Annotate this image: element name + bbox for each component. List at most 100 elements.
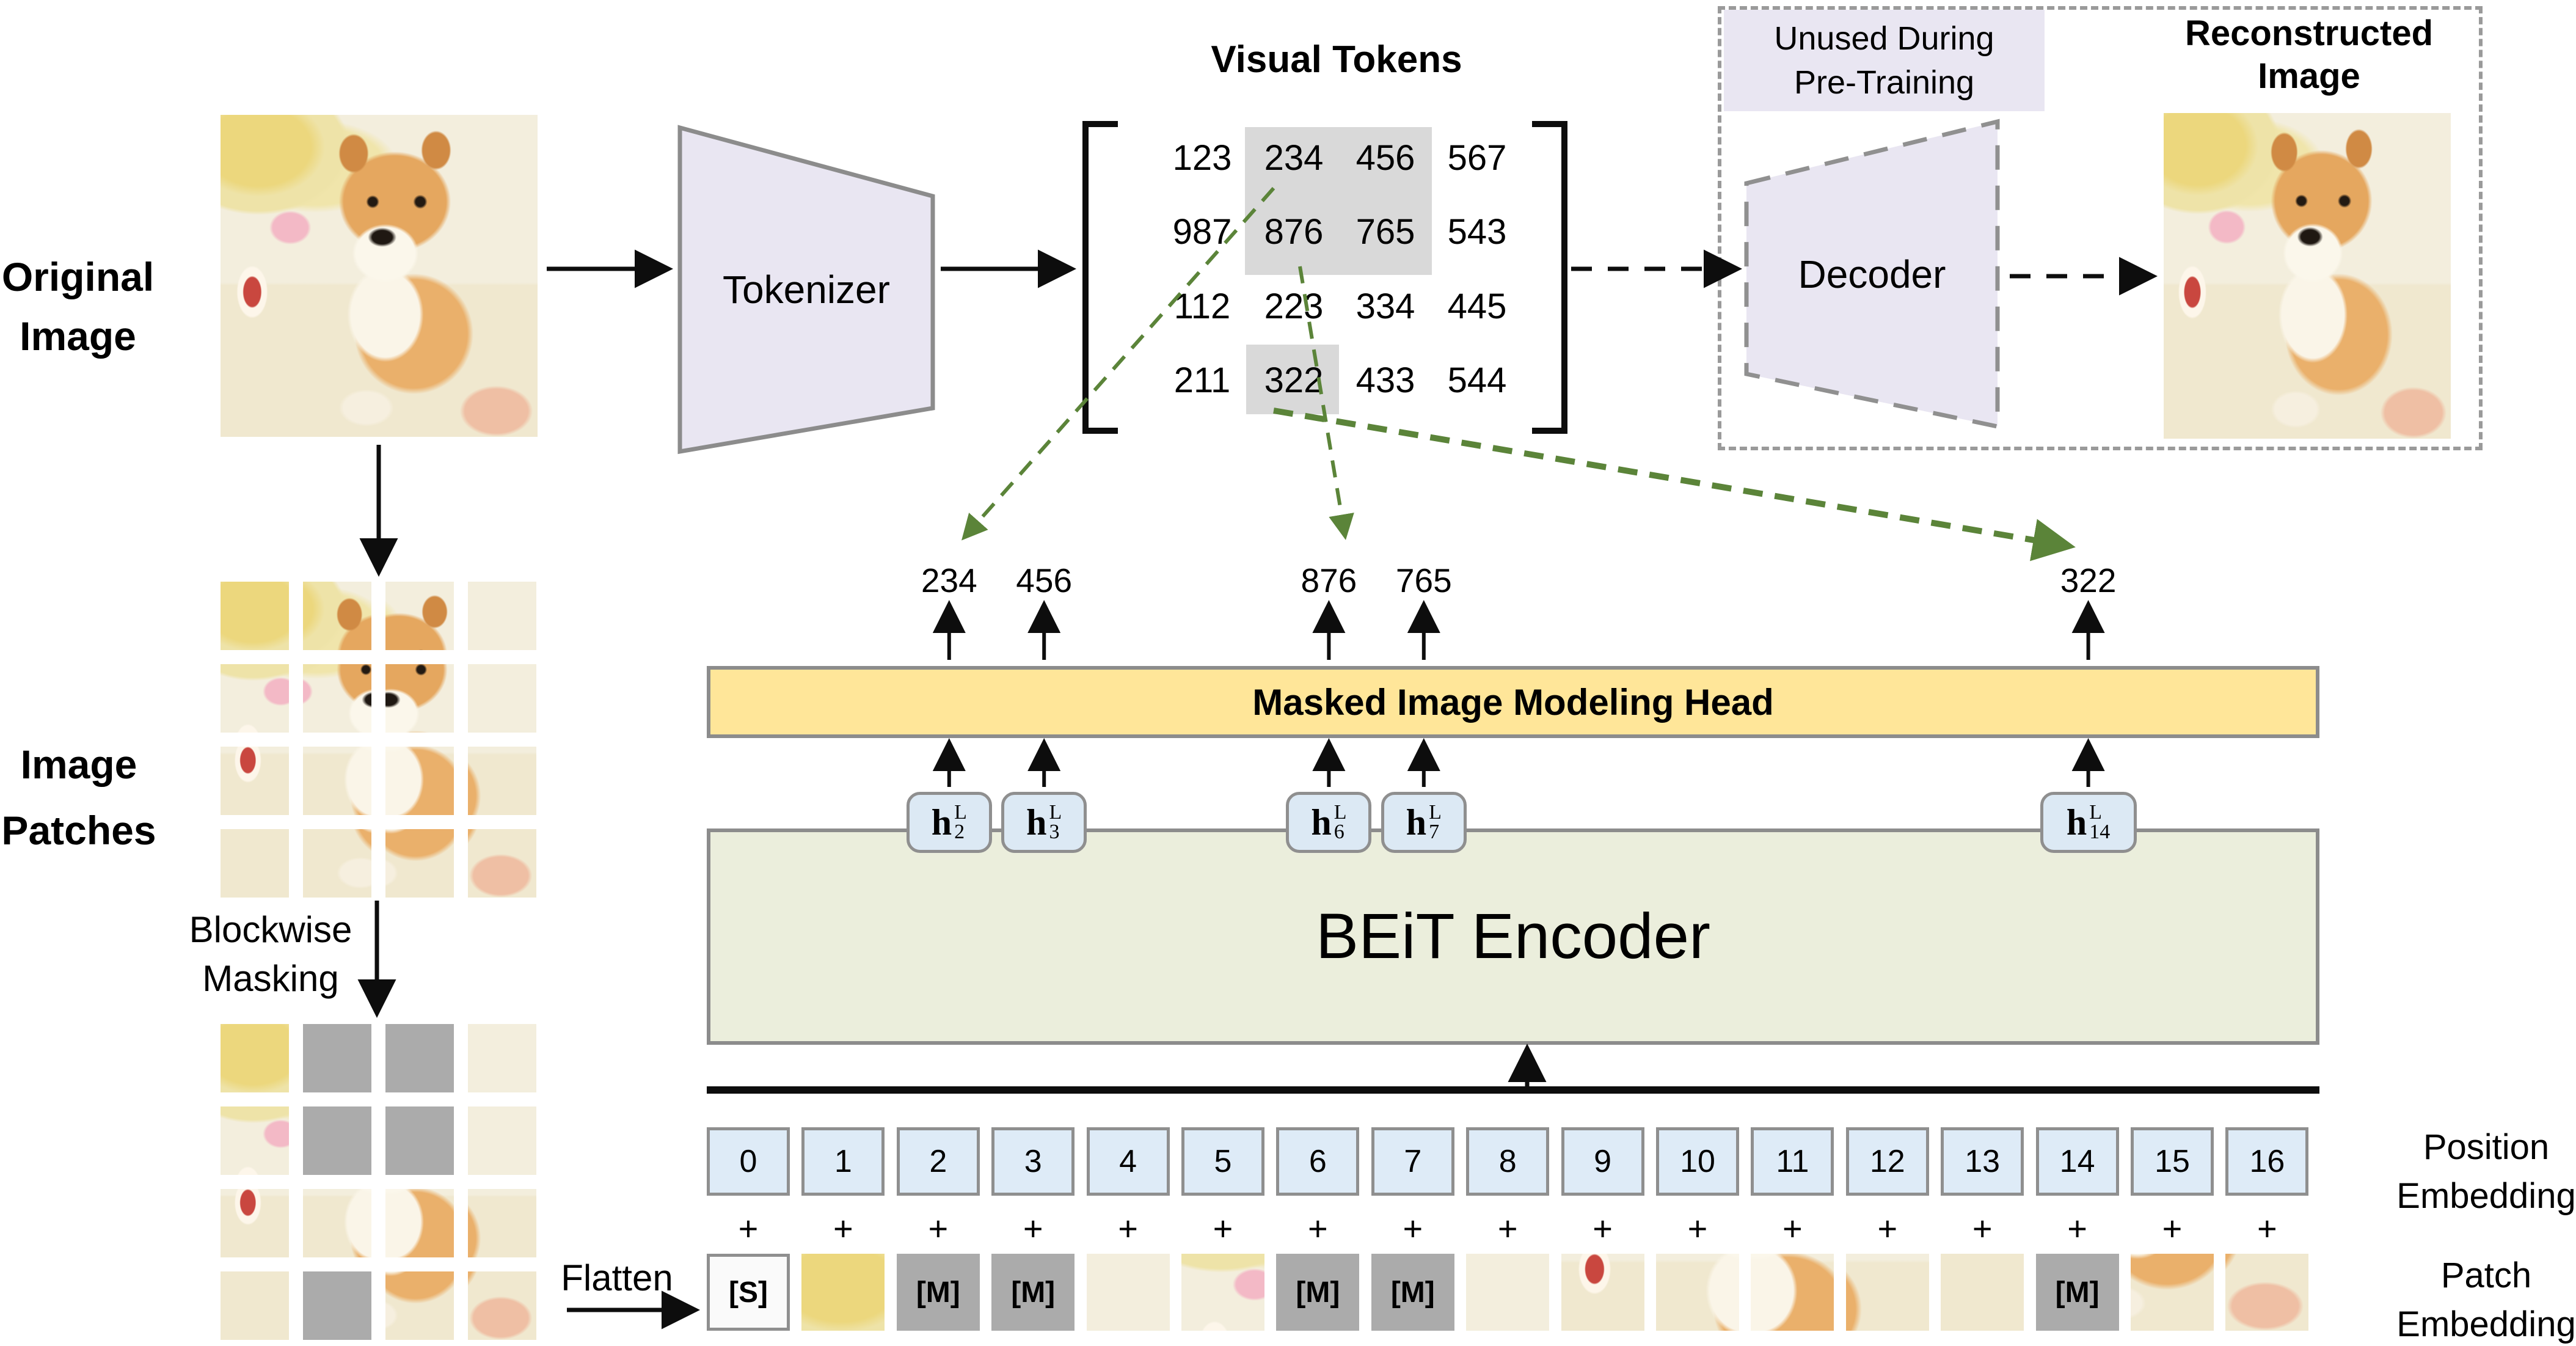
patch-cell	[221, 829, 289, 898]
matrix-value: 234	[1264, 137, 1324, 178]
h-base: h	[1026, 802, 1047, 843]
visual-tokens-title: Visual Tokens	[1211, 38, 1462, 81]
position-box: 1	[801, 1127, 885, 1196]
unused-label-line1: Unused During	[1774, 20, 1994, 57]
matrix-value: 123	[1172, 137, 1232, 178]
position-box: 9	[1561, 1127, 1644, 1196]
patch-cell	[385, 664, 454, 733]
predicted-token: 234	[921, 561, 977, 599]
position-box: 16	[2225, 1127, 2309, 1196]
blockwise-masking-label-line2: Masking	[202, 958, 339, 999]
patch-embedding-cell	[1845, 1254, 1929, 1331]
position-box: 4	[1086, 1127, 1170, 1196]
matrix-value: 433	[1356, 360, 1415, 400]
matrix-value: 567	[1447, 137, 1507, 178]
patch-embedding-cell	[1751, 1254, 1834, 1331]
patch-embedding-cell	[1941, 1254, 2024, 1331]
patch-embedding-cell	[1466, 1254, 1550, 1331]
flatten-label: Flatten	[561, 1257, 673, 1298]
plus-sign: +	[2067, 1209, 2087, 1248]
position-box: 14	[2035, 1127, 2119, 1196]
patch-cell	[385, 829, 454, 898]
plus-sign: +	[1403, 1209, 1423, 1248]
h-subscript: 3	[1049, 821, 1060, 843]
position-embedding-label-line2: Embedding	[2396, 1176, 2576, 1216]
masked-patch-cell	[385, 1024, 454, 1092]
position-embedding-label: Position Embedding	[2385, 1123, 2576, 1221]
patch-cell	[221, 747, 289, 815]
patch-cell	[221, 1024, 289, 1092]
reconstructed-image-title: Reconstructed Image	[2150, 12, 2468, 98]
patch-cell	[303, 747, 371, 815]
h-subscript: 14	[2089, 821, 2111, 843]
patch-embedding-cell	[801, 1254, 885, 1331]
patch-cell	[468, 1189, 536, 1257]
original-image-label-line1: Original	[1, 254, 155, 299]
matrix-bracket-right	[1532, 121, 1567, 434]
position-box: 2	[896, 1127, 980, 1196]
patch-embedding-cell	[1561, 1254, 1644, 1331]
masked-patches-grid	[221, 1024, 536, 1340]
patch-cell	[468, 664, 536, 733]
patch-cell	[221, 1189, 289, 1257]
h-base: h	[931, 802, 952, 843]
matrix-value: 211	[1173, 360, 1231, 400]
matrix-value: 987	[1172, 212, 1232, 252]
position-box: 12	[1845, 1127, 1929, 1196]
h-base: h	[1406, 802, 1427, 843]
position-box: 8	[1466, 1127, 1550, 1196]
patch-embedding-cell	[2131, 1254, 2214, 1331]
position-box: 0	[707, 1127, 790, 1196]
mask-token: [M]	[991, 1254, 1075, 1331]
plus-sign: +	[1687, 1209, 1708, 1248]
h-superscript: L	[1334, 801, 1347, 824]
matrix-value: 334	[1356, 286, 1415, 326]
position-box: 10	[1656, 1127, 1739, 1196]
plus-sign: +	[1877, 1209, 1898, 1248]
image-patches-grid	[221, 582, 536, 898]
patch-cell	[221, 1271, 289, 1340]
plus-sign: +	[833, 1209, 853, 1248]
reconstructed-title-line1: Reconstructed	[2184, 13, 2434, 53]
plus-sign: +	[1023, 1209, 1043, 1248]
matrix-value: 456	[1356, 137, 1415, 178]
matrix-highlight-block	[1245, 127, 1432, 275]
masked-patch-cell	[303, 1106, 371, 1175]
patch-cell	[468, 829, 536, 898]
patch-cell	[385, 582, 454, 650]
original-image-label-line2: Image	[20, 313, 136, 359]
mask-token: [M]	[1276, 1254, 1360, 1331]
matrix-value: 765	[1356, 212, 1415, 252]
predicted-token: 765	[1395, 561, 1452, 599]
position-box: 5	[1181, 1127, 1264, 1196]
position-box: 3	[991, 1127, 1075, 1196]
matrix-value: 876	[1264, 212, 1324, 252]
patch-embedding-label: Patch Embedding	[2385, 1251, 2576, 1346]
image-patches-label-line1: Image	[20, 742, 137, 787]
matrix-value: 543	[1447, 212, 1507, 252]
start-token: [S]	[707, 1254, 790, 1331]
predicted-token: 876	[1301, 561, 1357, 599]
h-superscript: L	[2089, 801, 2103, 824]
patch-embedding-cell	[2225, 1254, 2309, 1331]
h-superscript: L	[954, 801, 967, 824]
patch-cell	[468, 1271, 536, 1340]
patch-cell	[468, 747, 536, 815]
unused-during-pretraining-label: Unused During Pre-Training	[1724, 10, 2045, 111]
h-subscript: 7	[1429, 821, 1440, 843]
h-subscript: 2	[954, 821, 965, 843]
plus-sign: +	[2257, 1209, 2277, 1248]
position-box: 7	[1371, 1127, 1454, 1196]
mim-head-box: Masked Image Modeling Head	[707, 666, 2319, 738]
mask-token: [M]	[1371, 1254, 1454, 1331]
matrix-bracket-left	[1082, 121, 1118, 434]
masked-patch-cell	[385, 1106, 454, 1175]
plus-sign: +	[1782, 1209, 1803, 1248]
position-box: 6	[1276, 1127, 1360, 1196]
hidden-state-token: h L 14	[2040, 792, 2137, 853]
